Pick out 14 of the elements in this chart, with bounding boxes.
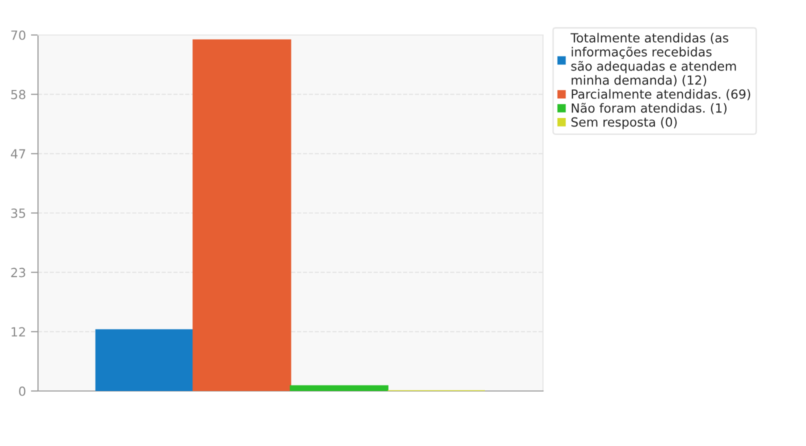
- legend-label: Sem resposta (0): [571, 117, 677, 130]
- bar: [95, 329, 194, 391]
- legend-label: Não foram atendidas. (1): [572, 102, 726, 114]
- y-tick-label: 23: [11, 268, 26, 278]
- y-tick-label: 58: [11, 90, 26, 100]
- y-tick-label: 47: [10, 149, 26, 158]
- bar: [290, 385, 388, 391]
- y-tick-label: 12: [12, 327, 25, 336]
- y-tick-label: 0: [19, 386, 26, 396]
- legend-label: Totalmente atendidas (as informações recebidas são adequadas e atendem minha demanda) (12): [570, 32, 736, 86]
- y-tick-label: 70: [11, 30, 26, 40]
- bar: [192, 39, 292, 391]
- legend-label: Parcialmente atendidas. (69): [572, 89, 750, 100]
- y-tick-label: 35: [11, 208, 26, 218]
